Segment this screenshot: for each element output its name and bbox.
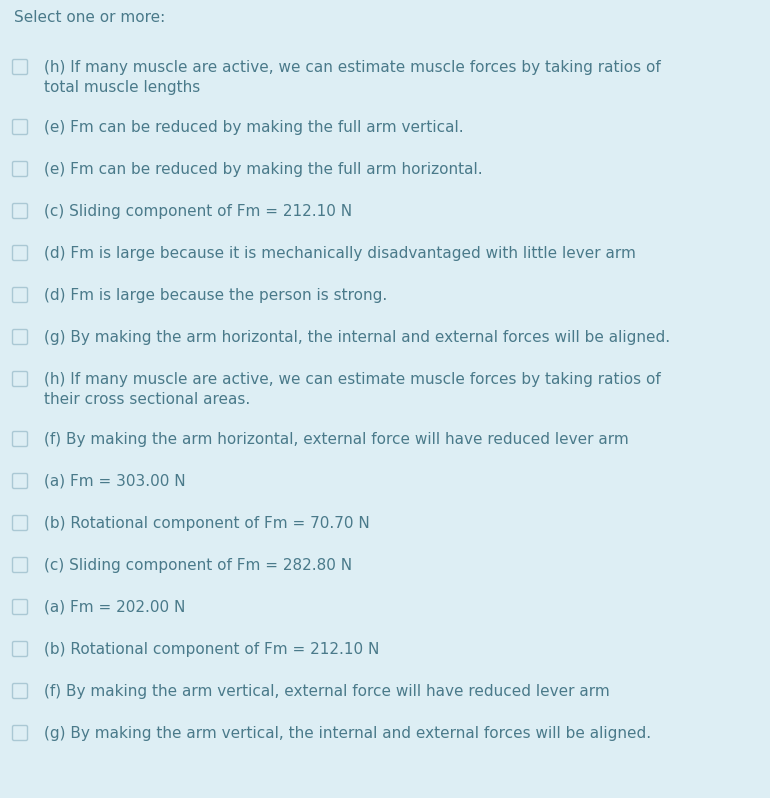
FancyBboxPatch shape [12,558,28,572]
FancyBboxPatch shape [12,516,28,531]
FancyBboxPatch shape [12,120,28,135]
Text: (g) By making the arm horizontal, the internal and external forces will be align: (g) By making the arm horizontal, the in… [44,330,670,345]
Text: (h) If many muscle are active, we can estimate muscle forces by taking ratios of: (h) If many muscle are active, we can es… [44,60,661,96]
FancyBboxPatch shape [12,473,28,488]
Text: (e) Fm can be reduced by making the full arm horizontal.: (e) Fm can be reduced by making the full… [44,162,483,177]
Text: (c) Sliding component of Fm = 282.80 N: (c) Sliding component of Fm = 282.80 N [44,558,352,573]
Text: (a) Fm = 202.00 N: (a) Fm = 202.00 N [44,600,186,615]
Text: (b) Rotational component of Fm = 212.10 N: (b) Rotational component of Fm = 212.10 … [44,642,380,657]
FancyBboxPatch shape [12,287,28,302]
FancyBboxPatch shape [12,60,28,74]
FancyBboxPatch shape [12,599,28,614]
FancyBboxPatch shape [12,725,28,741]
Text: (h) If many muscle are active, we can estimate muscle forces by taking ratios of: (h) If many muscle are active, we can es… [44,372,661,408]
FancyBboxPatch shape [12,432,28,447]
FancyBboxPatch shape [12,246,28,260]
Text: (f) By making the arm vertical, external force will have reduced lever arm: (f) By making the arm vertical, external… [44,684,610,699]
Text: Select one or more:: Select one or more: [14,10,166,25]
Text: (e) Fm can be reduced by making the full arm vertical.: (e) Fm can be reduced by making the full… [44,120,464,135]
FancyBboxPatch shape [12,684,28,698]
Text: (b) Rotational component of Fm = 70.70 N: (b) Rotational component of Fm = 70.70 N [44,516,370,531]
FancyBboxPatch shape [12,203,28,219]
FancyBboxPatch shape [12,642,28,657]
Text: (d) Fm is large because it is mechanically disadvantaged with little lever arm: (d) Fm is large because it is mechanical… [44,246,636,261]
Text: (f) By making the arm horizontal, external force will have reduced lever arm: (f) By making the arm horizontal, extern… [44,432,629,447]
FancyBboxPatch shape [12,330,28,345]
FancyBboxPatch shape [12,161,28,176]
Text: (g) By making the arm vertical, the internal and external forces will be aligned: (g) By making the arm vertical, the inte… [44,726,651,741]
Text: (a) Fm = 303.00 N: (a) Fm = 303.00 N [44,474,186,489]
Text: (d) Fm is large because the person is strong.: (d) Fm is large because the person is st… [44,288,387,303]
Text: (c) Sliding component of Fm = 212.10 N: (c) Sliding component of Fm = 212.10 N [44,204,352,219]
FancyBboxPatch shape [12,372,28,386]
